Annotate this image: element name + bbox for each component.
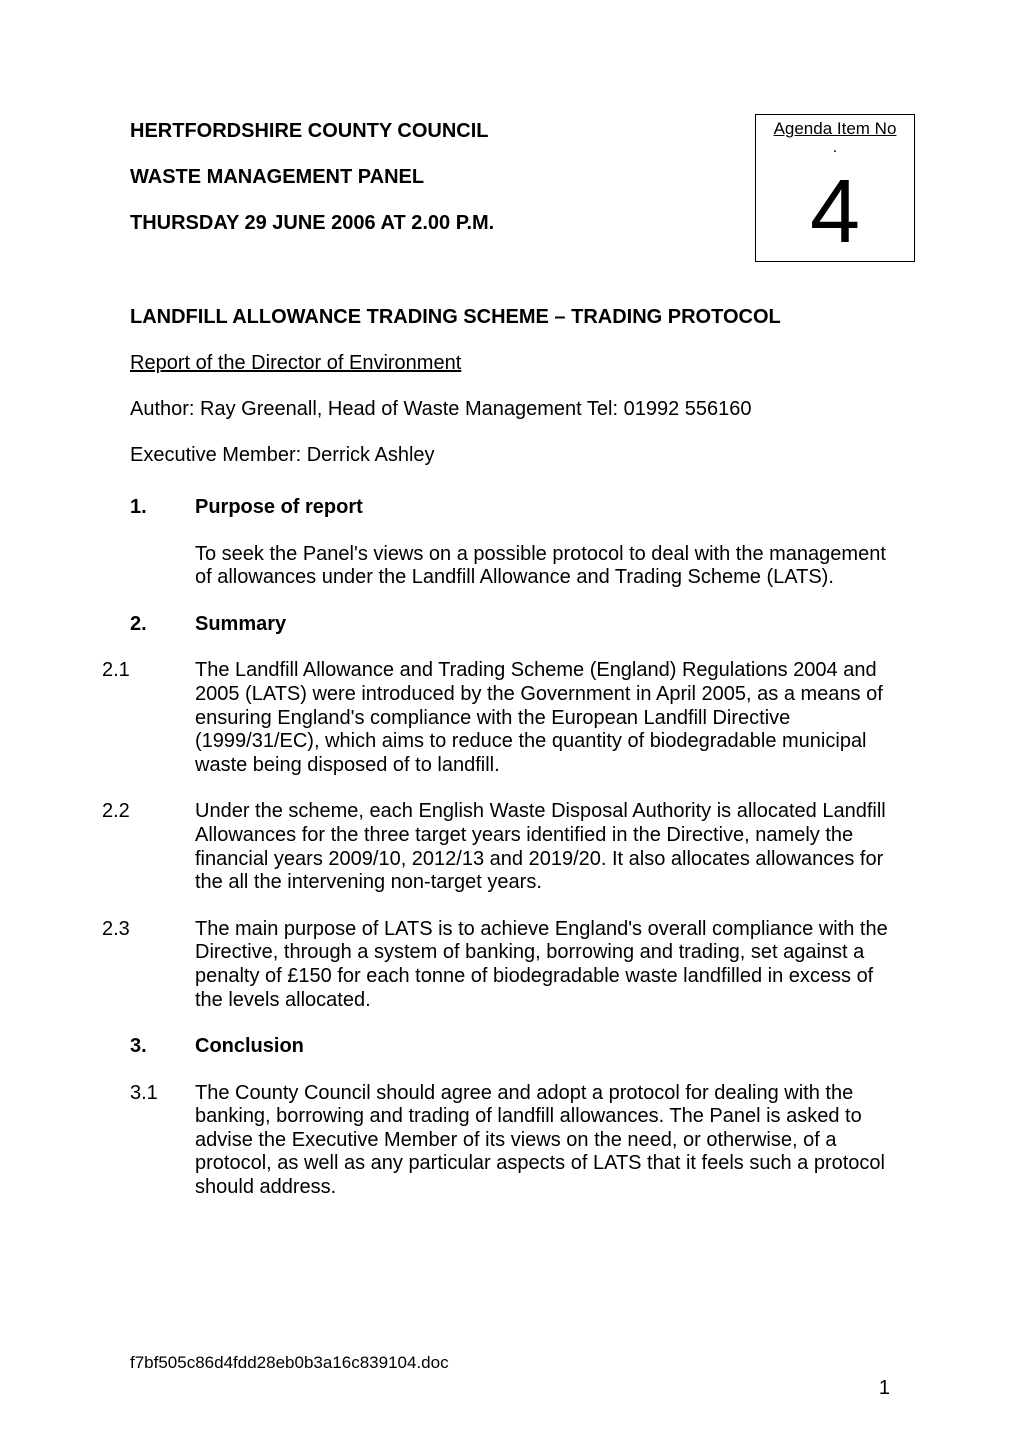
subsection-number: 3.1: [130, 1082, 195, 1200]
page-root: Agenda Item No. 4 HERTFORDSHIRE COUNTY C…: [0, 0, 1020, 1200]
agenda-item-label: Agenda Item No: [756, 119, 914, 139]
exec-member-line: Executive Member: Derrick Ashley: [130, 444, 890, 467]
section-number: 1.: [130, 496, 195, 520]
section-heading-row: 1. Purpose of report: [130, 496, 890, 520]
subsection-number: 2.3: [102, 918, 195, 1012]
section-paragraph: To seek the Panel's views on a possible …: [195, 543, 890, 590]
subsection-number: 2.2: [102, 800, 195, 894]
subsection-text: The County Council should agree and adop…: [195, 1082, 890, 1200]
numbered-paragraph: 2.1 The Landfill Allowance and Trading S…: [102, 659, 890, 777]
section-heading: Purpose of report: [195, 496, 363, 520]
page-number: 1: [879, 1377, 890, 1400]
subsection-text: The main purpose of LATS is to achieve E…: [195, 918, 890, 1012]
section-heading-row: 3. Conclusion: [130, 1035, 890, 1059]
author-line: Author: Ray Greenall, Head of Waste Mana…: [130, 398, 890, 421]
footer-filename: f7bf505c86d4fdd28eb0b3a16c839104.doc: [130, 1353, 449, 1372]
numbered-paragraph: 2.2 Under the scheme, each English Waste…: [102, 800, 890, 894]
agenda-item-number: 4: [756, 167, 914, 257]
page-footer: f7bf505c86d4fdd28eb0b3a16c839104.doc 1: [130, 1353, 890, 1373]
report-of-line: Report of the Director of Environment: [130, 352, 890, 375]
agenda-item-box: Agenda Item No. 4: [755, 114, 915, 262]
section-number: 2.: [130, 613, 195, 637]
numbered-paragraph: 3.1 The County Council should agree and …: [130, 1082, 890, 1200]
subsection-number: 2.1: [102, 659, 195, 777]
agenda-item-dot: .: [833, 139, 837, 156]
section-heading-row: 2. Summary: [130, 613, 890, 637]
section-heading: Summary: [195, 613, 286, 637]
section-heading: Conclusion: [195, 1035, 304, 1059]
numbered-paragraph: 2.3 The main purpose of LATS is to achie…: [102, 918, 890, 1012]
subsection-text: The Landfill Allowance and Trading Schem…: [195, 659, 890, 777]
section-number: 3.: [130, 1035, 195, 1059]
document-title: LANDFILL ALLOWANCE TRADING SCHEME – TRAD…: [130, 306, 890, 329]
subsection-text: Under the scheme, each English Waste Dis…: [195, 800, 890, 894]
